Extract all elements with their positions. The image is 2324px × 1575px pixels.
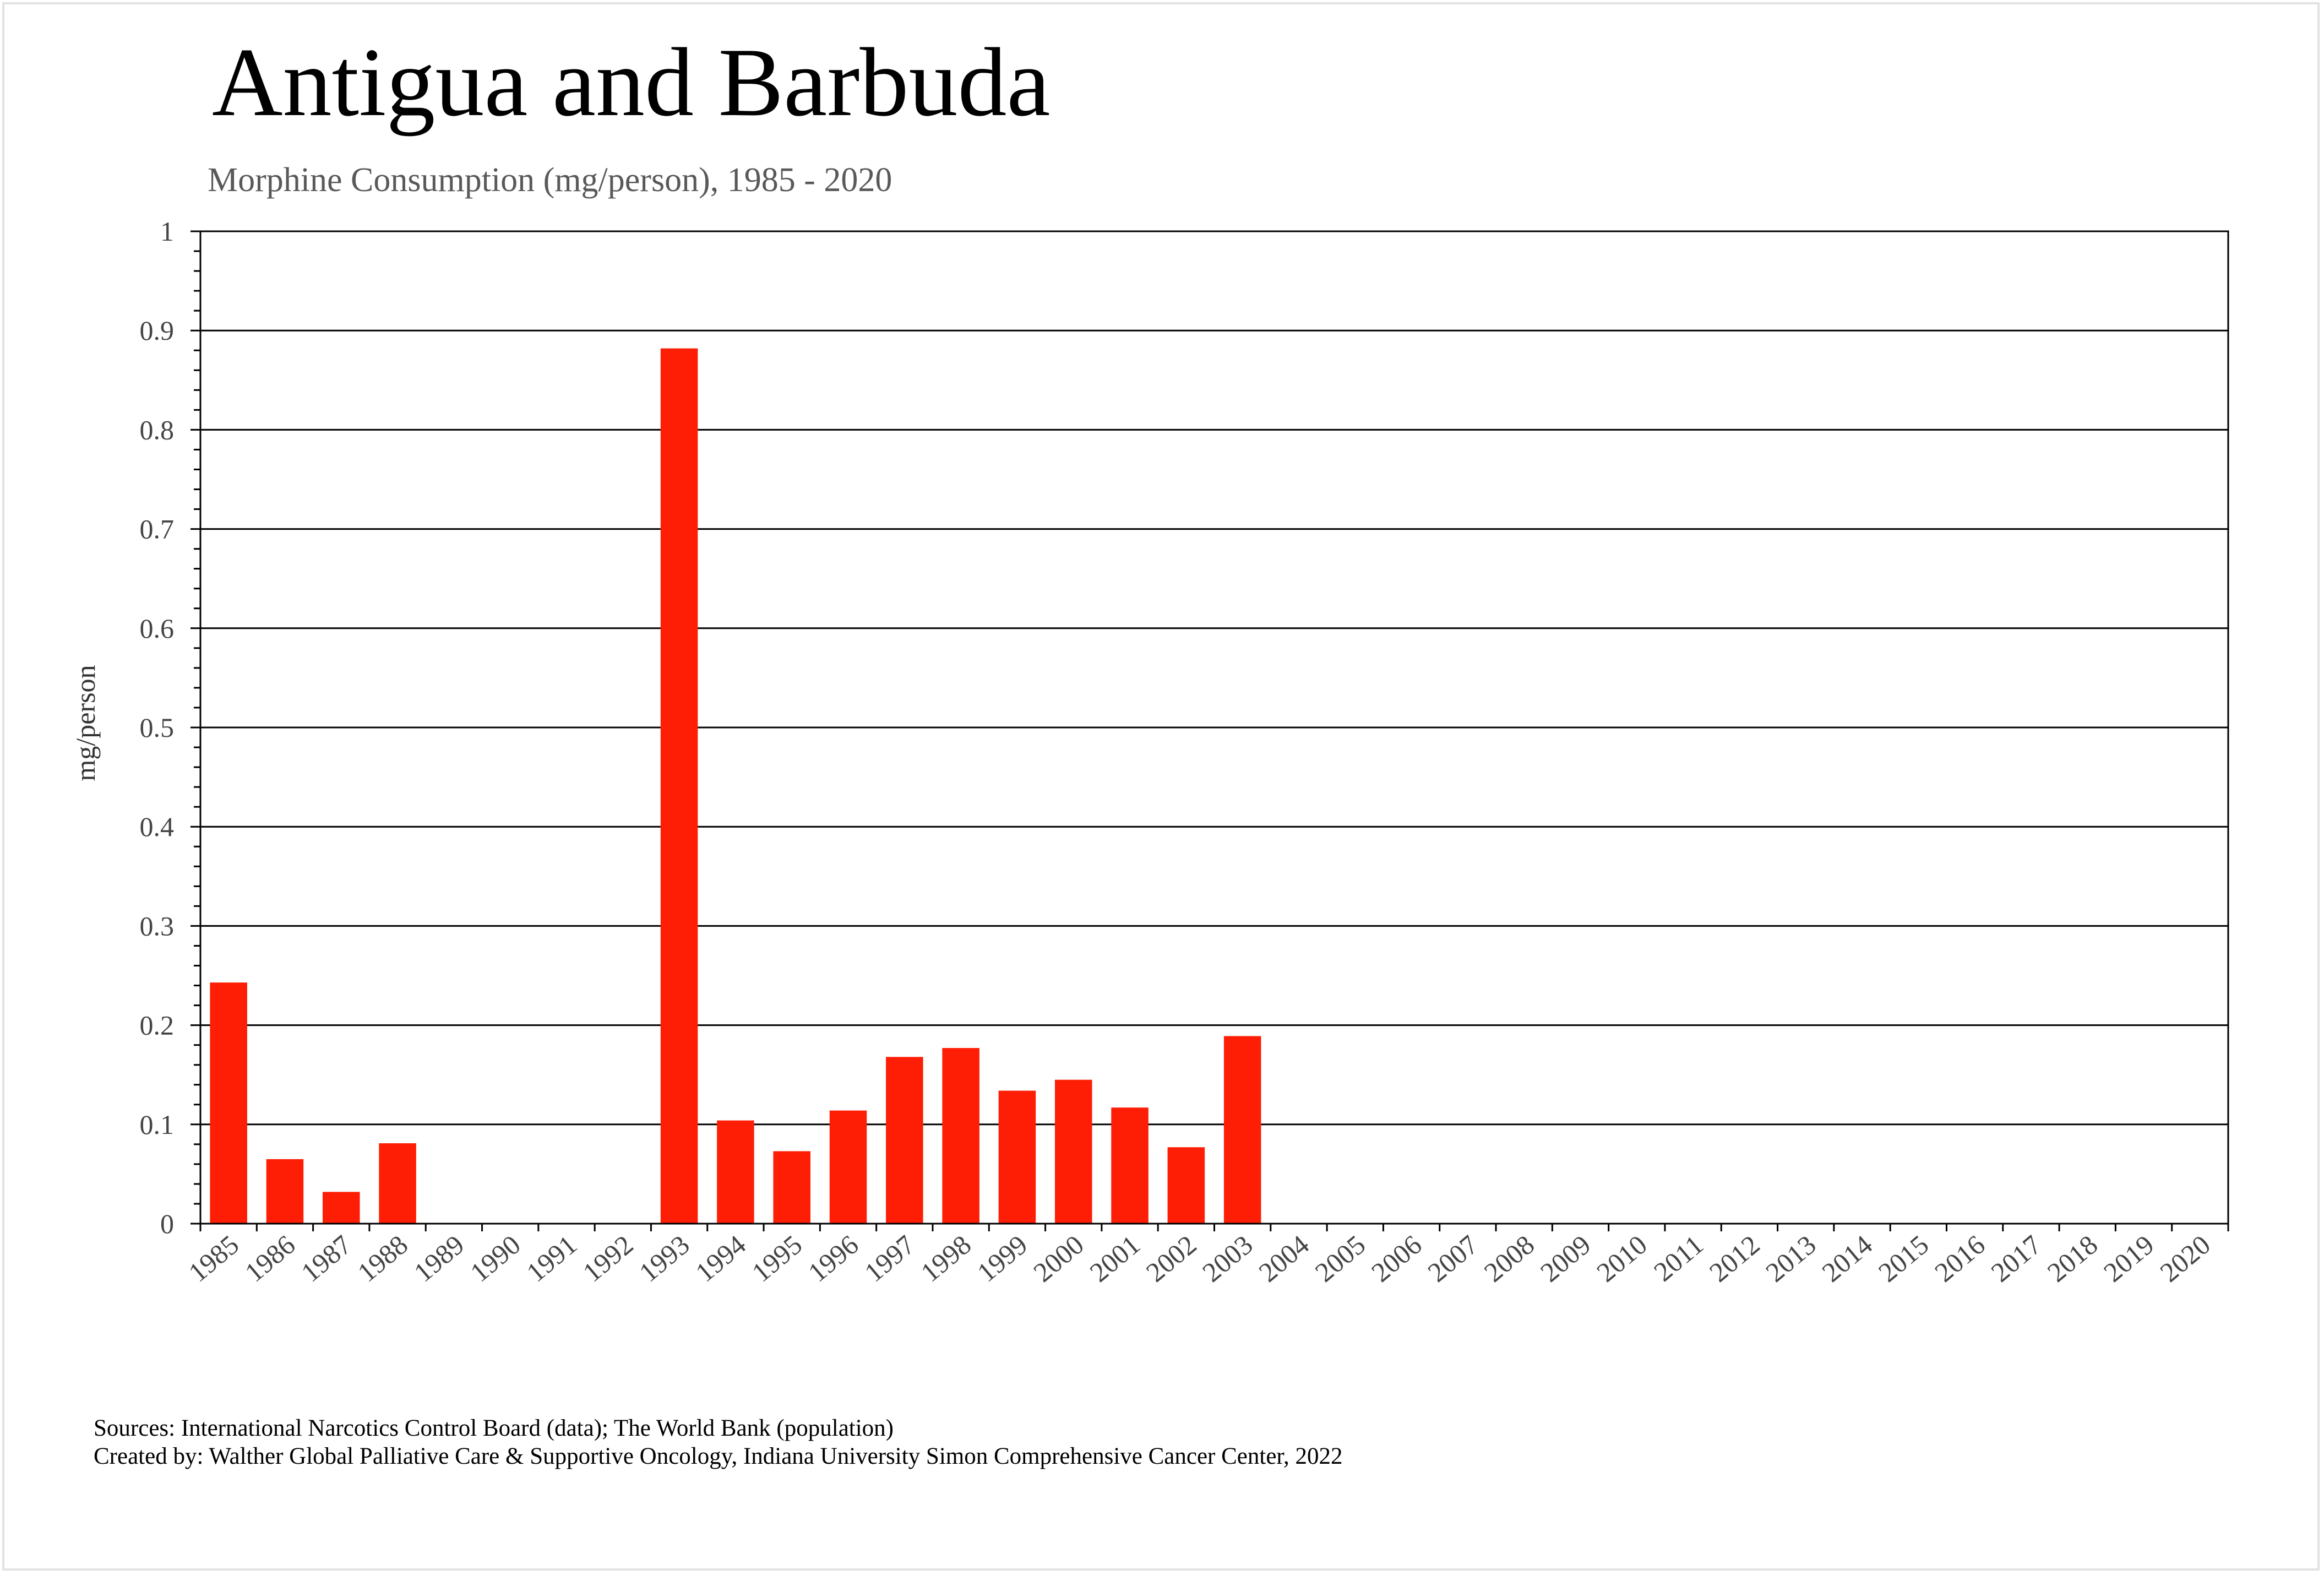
x-tick-label: 1986 xyxy=(239,1229,301,1288)
x-tick-label: 2009 xyxy=(1534,1229,1597,1288)
x-tick-label: 2003 xyxy=(1196,1229,1259,1288)
x-tick-label: 1989 xyxy=(408,1229,470,1288)
bar-1998 xyxy=(942,1048,979,1224)
x-tick-label: 2004 xyxy=(1253,1229,1315,1288)
x-tick-label: 2012 xyxy=(1703,1229,1766,1288)
footer: Sources: International Narcotics Control… xyxy=(94,1414,1343,1470)
bar-1995 xyxy=(773,1151,810,1224)
x-tick-label: 1996 xyxy=(802,1229,864,1288)
bar-1993 xyxy=(660,348,698,1224)
x-tick-label: 2020 xyxy=(2154,1229,2216,1288)
bar-1985 xyxy=(210,982,247,1224)
y-tick-label: 0 xyxy=(160,1208,174,1239)
x-tick-label: 1990 xyxy=(464,1229,526,1288)
bar-1986 xyxy=(266,1159,304,1224)
x-tick-label: 1994 xyxy=(689,1229,752,1288)
y-tick-label: 0.9 xyxy=(140,315,175,346)
x-tick-label: 1995 xyxy=(746,1229,808,1288)
x-tick-label: 2011 xyxy=(1648,1229,1709,1288)
y-tick-label: 0.5 xyxy=(140,712,175,743)
x-tick-label: 2010 xyxy=(1591,1229,1653,1288)
x-tick-label: 1993 xyxy=(633,1229,695,1288)
y-tick-label: 0.3 xyxy=(140,910,175,941)
x-tick-label: 1992 xyxy=(577,1229,639,1288)
chart-subtitle: Morphine Consumption (mg/person), 1985 -… xyxy=(208,161,892,199)
bars xyxy=(210,348,1261,1224)
x-tick-label: 2016 xyxy=(1929,1229,1991,1288)
x-tick-label: 2007 xyxy=(1422,1229,1484,1288)
x-tick-label: 2017 xyxy=(1985,1229,2047,1288)
bar-1996 xyxy=(829,1110,867,1224)
bar-1997 xyxy=(886,1057,923,1224)
gridlines xyxy=(200,230,2228,1225)
y-tick-label: 0.8 xyxy=(140,414,175,445)
x-tick-label: 2013 xyxy=(1760,1229,1822,1288)
x-tick-label: 2018 xyxy=(2042,1229,2104,1288)
chart-title: Antigua and Barbuda xyxy=(212,28,1051,137)
x-tick-label: 2005 xyxy=(1309,1229,1371,1288)
x-tick-label: 2015 xyxy=(1873,1229,1935,1288)
bar-1999 xyxy=(998,1090,1036,1224)
x-tick-label: 1988 xyxy=(352,1229,414,1288)
axes xyxy=(191,230,2229,1231)
x-tick-label: 1999 xyxy=(971,1229,1033,1288)
x-tick-label: 2008 xyxy=(1478,1229,1541,1288)
x-tick-label: 1998 xyxy=(915,1229,977,1288)
y-tick-label: 0.2 xyxy=(140,1010,175,1041)
x-tick-label: 2014 xyxy=(1816,1229,1878,1288)
y-tick-label: 0.6 xyxy=(140,613,175,644)
bar-2002 xyxy=(1167,1147,1205,1224)
y-tick-labels: 0 0.1 0.2 0.3 0.4 0.5 0.6 0.7 0.8 0.9 1 xyxy=(140,216,175,1239)
bar-1987 xyxy=(323,1192,360,1224)
x-tick-label: 1997 xyxy=(858,1229,921,1288)
x-tick-label: 2001 xyxy=(1084,1229,1146,1288)
sources-note: Sources: International Narcotics Control… xyxy=(94,1415,894,1441)
x-tick-label: 2006 xyxy=(1365,1229,1428,1288)
y-tick-label: 0.1 xyxy=(140,1109,175,1140)
x-tick-label: 2002 xyxy=(1140,1229,1202,1288)
bar-2001 xyxy=(1111,1107,1149,1224)
x-tick-label: 1985 xyxy=(183,1229,245,1288)
x-tick-labels: 1985198619871988198919901991199219931994… xyxy=(183,1229,2216,1288)
y-tick-label: 0.4 xyxy=(140,811,175,842)
x-tick-label: 1987 xyxy=(295,1229,357,1288)
x-tick-label: 1991 xyxy=(520,1229,583,1288)
y-axis-label: mg/person xyxy=(70,665,101,781)
bar-2003 xyxy=(1223,1036,1261,1224)
created-by-note: Created by: Walther Global Palliative Ca… xyxy=(94,1443,1343,1469)
x-tick-label: 2000 xyxy=(1027,1229,1090,1288)
bar-1988 xyxy=(379,1143,416,1224)
y-tick-label: 1 xyxy=(160,216,174,247)
y-tick-label: 0.7 xyxy=(140,514,175,545)
bar-1994 xyxy=(717,1120,754,1224)
x-tick-label: 2019 xyxy=(2098,1229,2160,1288)
bar-2000 xyxy=(1054,1079,1092,1224)
